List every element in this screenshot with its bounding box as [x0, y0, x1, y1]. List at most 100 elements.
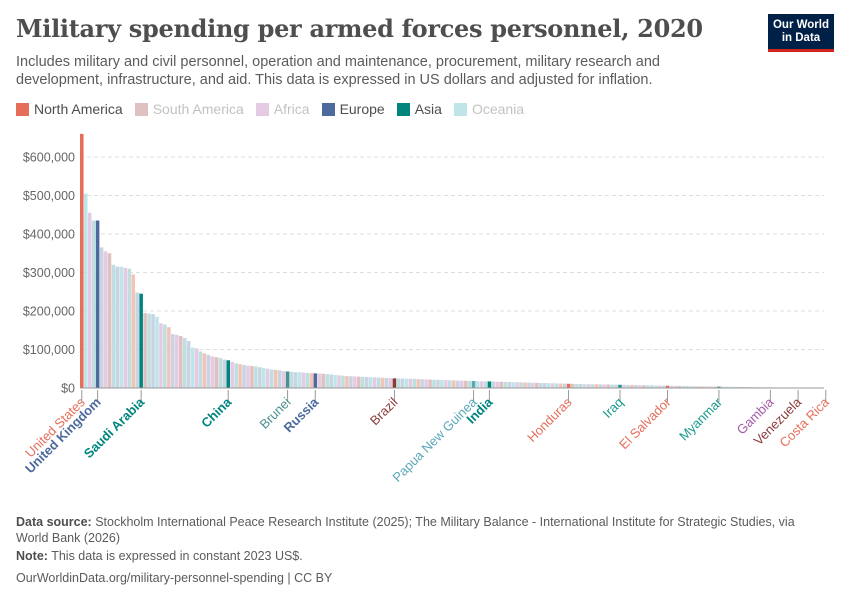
legend-label: Europe [339, 101, 385, 117]
bar [155, 316, 159, 388]
bar [689, 386, 694, 388]
bar [649, 385, 654, 388]
bar [372, 377, 377, 388]
bar [614, 384, 618, 388]
legend-item-africa[interactable]: Africa [255, 101, 310, 117]
legend-label: Africa [273, 101, 310, 117]
country-label: United Kingdom [22, 395, 104, 477]
bar [258, 367, 262, 388]
bar [250, 366, 254, 388]
bar [83, 193, 88, 388]
bar [234, 363, 238, 388]
legend-swatch [134, 102, 148, 116]
bar [266, 368, 270, 388]
bar [364, 377, 369, 388]
bar [598, 384, 602, 388]
bar [420, 379, 424, 388]
bar [222, 359, 227, 388]
bar [341, 375, 345, 388]
y-tick-label: $300,000 [23, 266, 75, 280]
y-tick-label: $600,000 [23, 151, 75, 165]
legend-item-oceania[interactable]: Oceania [453, 101, 525, 117]
legend-item-north-america[interactable]: North America [16, 101, 123, 117]
bar [634, 385, 638, 388]
bar [436, 379, 440, 388]
bar [578, 384, 583, 388]
bar [297, 372, 302, 388]
legend-item-europe[interactable]: Europe [321, 101, 385, 117]
logo-line-1: Our World [772, 19, 829, 31]
bar [732, 386, 737, 388]
bar [527, 382, 531, 388]
bar [570, 383, 575, 388]
bar [404, 378, 409, 388]
bar [190, 347, 195, 388]
bar [305, 372, 310, 388]
source-label: Data source: [16, 515, 92, 529]
bar [483, 381, 488, 388]
bar [475, 381, 480, 388]
bar [582, 384, 587, 388]
bar [202, 353, 207, 388]
bar [499, 381, 504, 388]
legend: North America South America Africa Europe As… [16, 101, 536, 117]
country-label: Brazil [367, 394, 401, 428]
bar [396, 378, 401, 388]
source-url[interactable]: OurWorldinData.org/military-personnel-sp… [16, 571, 333, 585]
bar [147, 313, 151, 388]
bar [693, 386, 697, 388]
legend-swatch [255, 102, 269, 116]
chart-subtitle: Includes military and civil personnel, o… [16, 54, 660, 88]
bar [546, 383, 551, 388]
bar [519, 382, 523, 388]
bar [543, 383, 547, 388]
bar [459, 380, 464, 388]
bar [360, 376, 365, 388]
bar [388, 378, 393, 388]
bar [653, 385, 658, 388]
y-tick-label: $100,000 [23, 343, 75, 357]
bar [254, 366, 258, 388]
bar [558, 383, 563, 388]
country-label: Iraq [600, 395, 626, 421]
bar [198, 351, 203, 388]
bar [705, 386, 709, 388]
bar [242, 364, 246, 388]
bar [206, 354, 211, 388]
bar [523, 382, 527, 388]
bar [238, 364, 242, 388]
bar [590, 384, 595, 388]
owid-logo[interactable]: Our World in Data [768, 14, 834, 52]
bar [301, 372, 306, 388]
bar [131, 274, 136, 388]
bar [602, 384, 606, 388]
legend-swatch [453, 102, 467, 116]
bar [697, 386, 701, 388]
bar [408, 378, 413, 388]
bar [273, 369, 278, 388]
bar [186, 341, 191, 388]
bar [531, 382, 535, 388]
legend-item-south-america[interactable]: South America [134, 101, 244, 117]
legend-label: South America [152, 101, 244, 117]
bar-highlighted [665, 385, 670, 388]
y-tick-label: $0 [61, 382, 75, 396]
bar [574, 383, 579, 388]
source-text: Stockholm International Peace Research I… [16, 515, 795, 545]
logo-line-2: in Data [781, 32, 821, 44]
bar [610, 384, 614, 388]
bar-highlighted [471, 380, 476, 388]
bar [329, 374, 333, 388]
country-label: El Salvador [616, 394, 674, 452]
bar [554, 383, 559, 388]
note: Note: This data is expressed in constant… [16, 548, 303, 564]
bar [424, 379, 428, 388]
bar [515, 382, 519, 388]
bar [630, 385, 634, 388]
bar [669, 385, 674, 388]
bar [491, 381, 496, 388]
bar [123, 267, 128, 388]
bar [214, 357, 219, 388]
legend-item-asia[interactable]: Asia [396, 101, 442, 117]
legend-label: Oceania [471, 101, 525, 117]
